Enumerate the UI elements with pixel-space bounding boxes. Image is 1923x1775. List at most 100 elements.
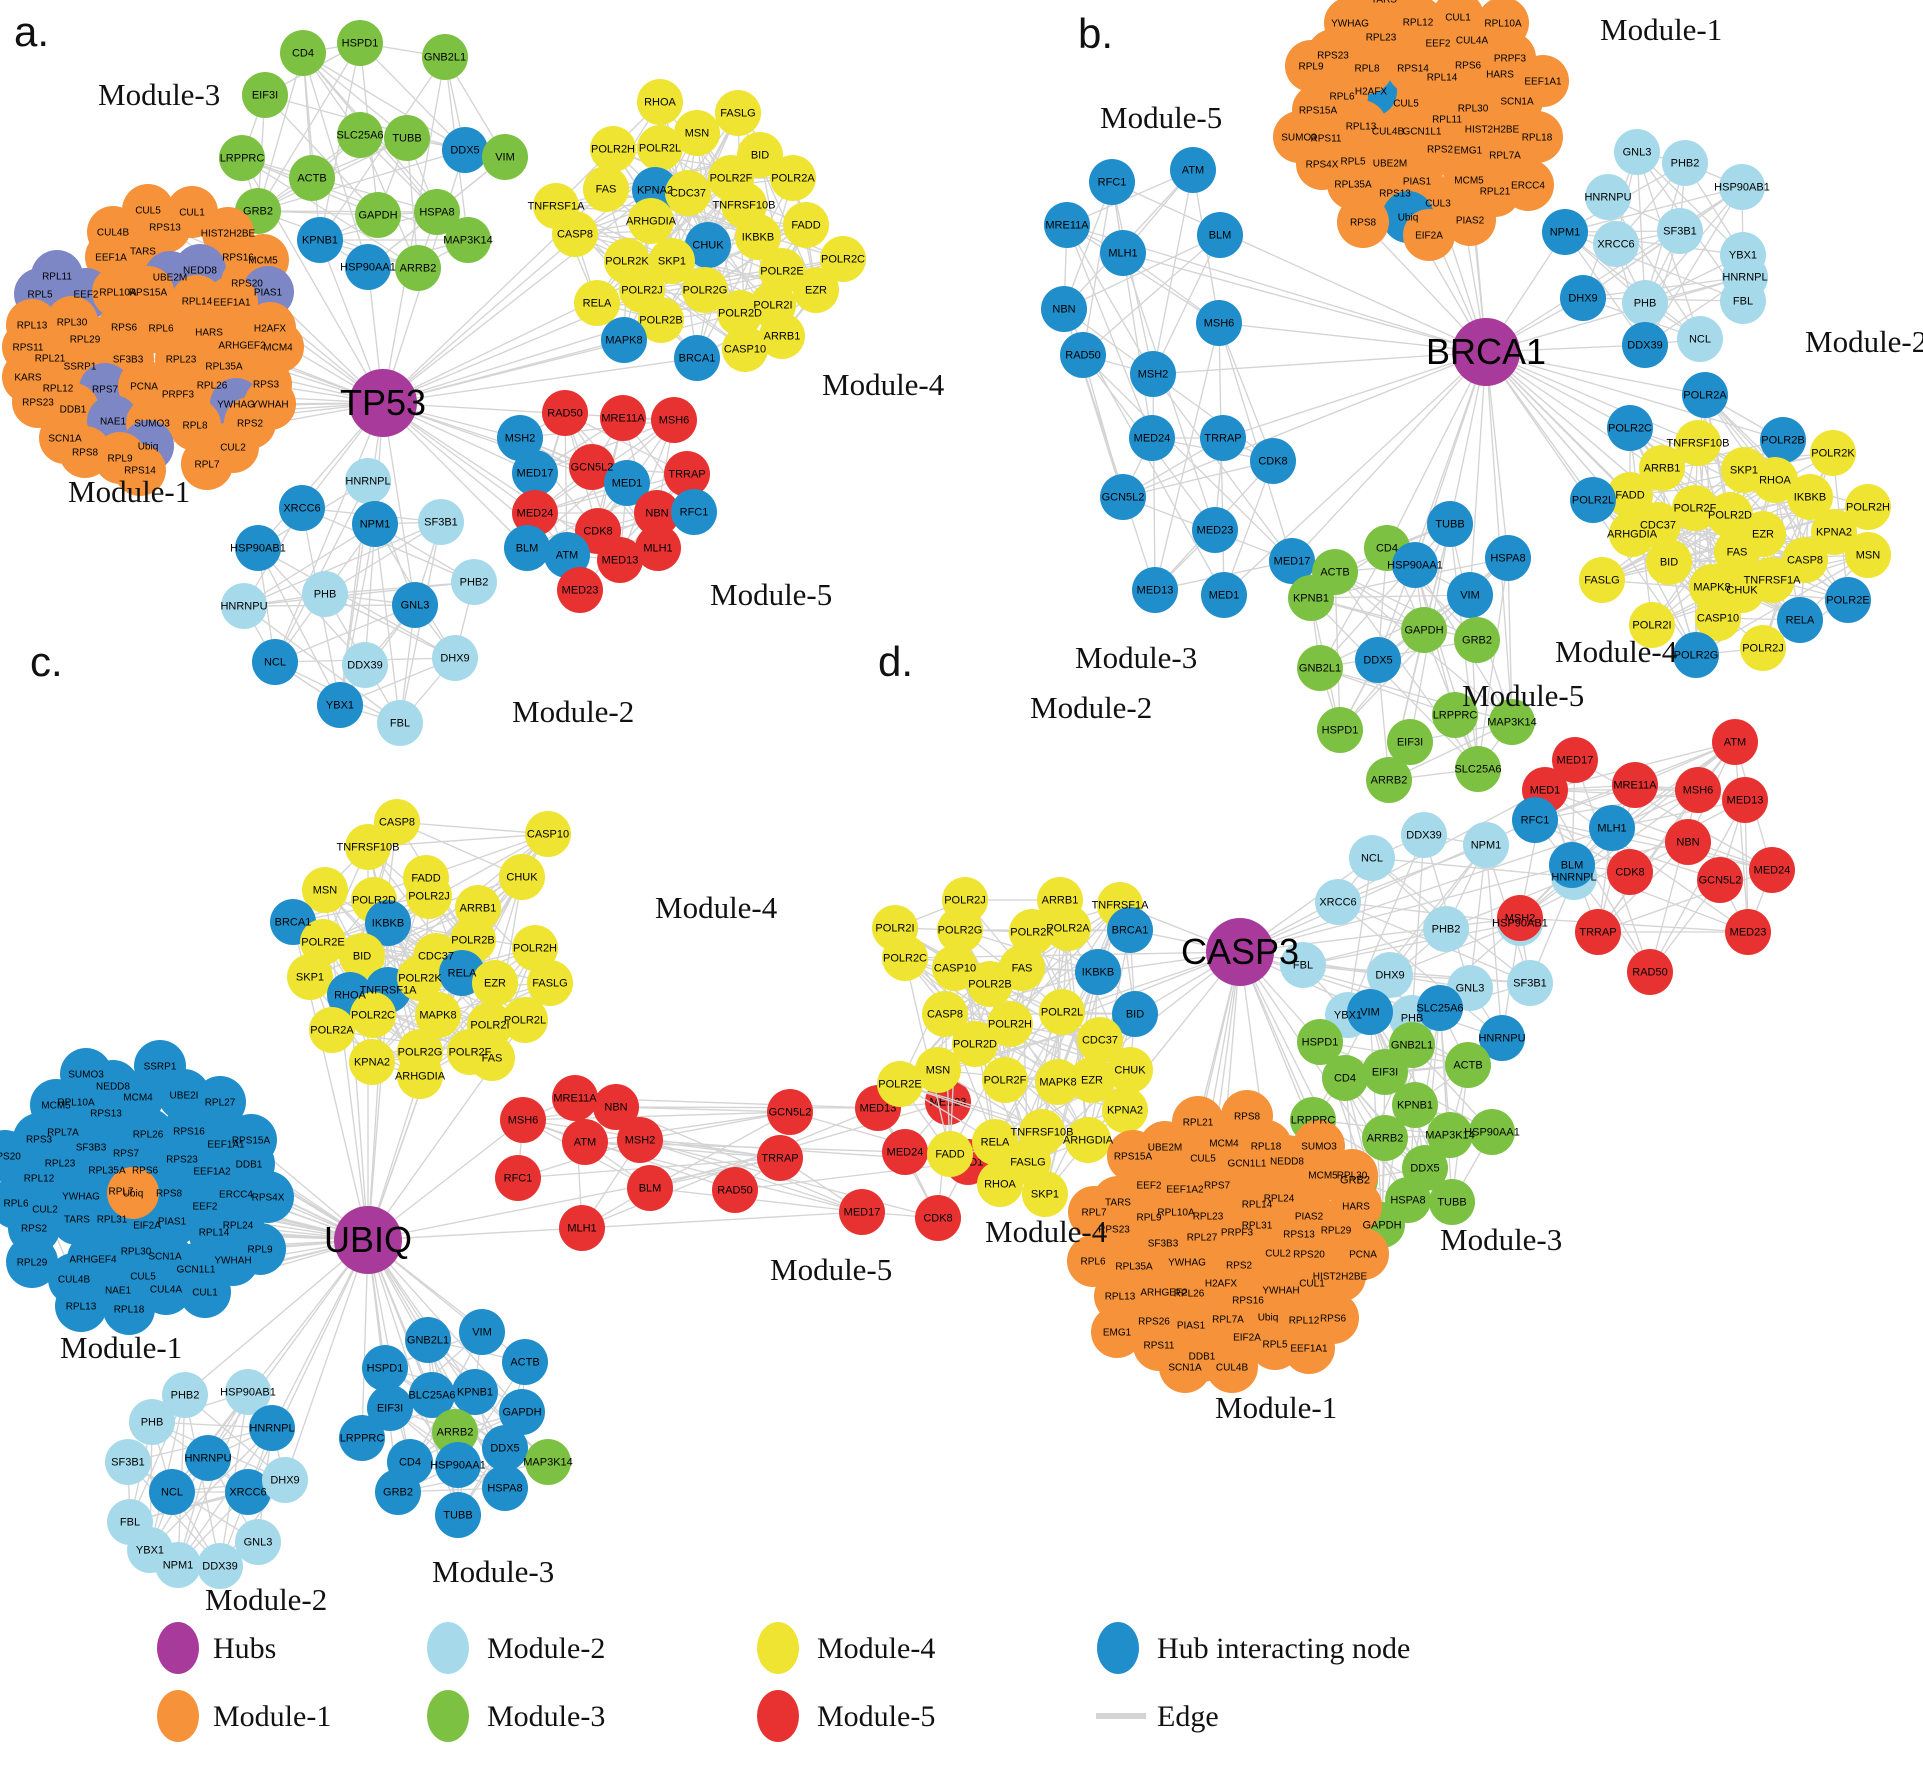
node-label-DDX5: DDX5 bbox=[490, 1443, 519, 1455]
node-label-RPL9: RPL9 bbox=[1136, 1213, 1161, 1224]
node-GAPDH bbox=[499, 1389, 545, 1435]
node-label-CASP10: CASP10 bbox=[527, 829, 569, 841]
node-label-EEF1A1: EEF1A1 bbox=[1524, 77, 1562, 88]
node-BRCA1 bbox=[674, 335, 720, 381]
node-label-RPS13: RPS13 bbox=[1283, 1230, 1315, 1241]
node-POLR2C bbox=[820, 236, 866, 282]
node-EMG1 bbox=[1091, 1306, 1143, 1358]
node-label-MED13: MED13 bbox=[860, 1103, 897, 1115]
node-RPL7 bbox=[181, 438, 233, 490]
node-label-CUL4B: CUL4B bbox=[1216, 1363, 1249, 1374]
node-label-FADD: FADD bbox=[1615, 490, 1644, 502]
node-ARHGDIA bbox=[1609, 511, 1655, 557]
hub-node-UBIQ bbox=[334, 1206, 402, 1274]
node-CD4 bbox=[1322, 1055, 1368, 1101]
node-HSPA8 bbox=[1485, 535, 1531, 581]
node-MRE11A bbox=[1612, 762, 1658, 808]
node-label-EMG1: EMG1 bbox=[1103, 1328, 1132, 1339]
node-SF3B1 bbox=[1657, 208, 1703, 254]
node-label-FASLG: FASLG bbox=[1010, 1157, 1045, 1169]
node-label-POLR2E: POLR2E bbox=[878, 1079, 921, 1091]
node-label-POLR2J: POLR2J bbox=[1742, 643, 1784, 655]
node-label-BLM: BLM bbox=[1561, 860, 1584, 872]
node-PHB2 bbox=[1662, 140, 1708, 186]
node-MSH2 bbox=[617, 1117, 663, 1163]
node-label-XRCC6: XRCC6 bbox=[1597, 239, 1634, 251]
node-label-CDC37: CDC37 bbox=[418, 951, 454, 963]
node-label-CUL3: CUL3 bbox=[1425, 199, 1451, 210]
node-label-RPL7A: RPL7A bbox=[1212, 1315, 1244, 1326]
node-label-BID: BID bbox=[353, 951, 371, 963]
module-label-b-Module-3: Module-3 bbox=[1075, 640, 1197, 675]
node-label-RPL30: RPL30 bbox=[57, 318, 88, 329]
node-TUBB bbox=[435, 1492, 481, 1538]
node-label-TRRAP: TRRAP bbox=[1579, 927, 1616, 939]
hub-node-CASP3 bbox=[1206, 918, 1274, 986]
node-label-CUL4B: CUL4B bbox=[97, 228, 130, 239]
node-SLC25A6 bbox=[1417, 985, 1463, 1031]
node-RPS15A bbox=[1107, 1130, 1159, 1182]
node-label-NEDD8: NEDD8 bbox=[183, 266, 217, 277]
node-label-UBE2M: UBE2M bbox=[153, 273, 187, 284]
node-HNRNPL bbox=[249, 1405, 295, 1451]
node-NPM1 bbox=[1463, 822, 1509, 868]
node-label-RPL26: RPL26 bbox=[197, 381, 228, 392]
node-label-POLR2G: POLR2G bbox=[683, 285, 728, 297]
node-label-MSN: MSN bbox=[926, 1065, 951, 1077]
node-IKBKB bbox=[365, 900, 411, 946]
node-label-RPL7A: RPL7A bbox=[1489, 151, 1521, 162]
node-label-RPL31: RPL31 bbox=[97, 1215, 128, 1226]
node-label-XRCC6: XRCC6 bbox=[283, 503, 320, 515]
node-label-UBE2M: UBE2M bbox=[1148, 1143, 1182, 1154]
node-label-POLR2H: POLR2H bbox=[1846, 502, 1890, 514]
node-label-RPS23: RPS23 bbox=[22, 398, 54, 409]
node-label-CDC37: CDC37 bbox=[670, 188, 706, 200]
panel-letter-d: d. bbox=[878, 638, 913, 685]
node-label-POLR2K: POLR2K bbox=[1811, 448, 1855, 460]
node-label-PHB2: PHB2 bbox=[171, 1390, 200, 1402]
node-SKP1 bbox=[287, 954, 333, 1000]
node-label-POLR2E: POLR2E bbox=[1826, 595, 1869, 607]
node-SLC25A6 bbox=[337, 112, 383, 158]
node-label-NBN: NBN bbox=[604, 1102, 627, 1114]
node-POLR2C bbox=[882, 935, 928, 981]
node-label-RPS6: RPS6 bbox=[1455, 61, 1482, 72]
node-label-DHX9: DHX9 bbox=[1375, 970, 1404, 982]
node-label-ATM: ATM bbox=[574, 1137, 596, 1149]
legend: Hubs Module-2 Module-4 Hub interacting node… bbox=[157, 1622, 1410, 1742]
node-DHX9 bbox=[1560, 275, 1606, 321]
node-label-TNFRSF10B: TNFRSF10B bbox=[1011, 1127, 1074, 1139]
node-CASP8 bbox=[552, 211, 598, 257]
node-label-RPS20: RPS20 bbox=[1293, 1250, 1325, 1261]
node-label-EEF1A1: EEF1A1 bbox=[1290, 1344, 1328, 1355]
node-label-MAPK8: MAPK8 bbox=[1039, 1077, 1076, 1089]
node-label-RPL12: RPL12 bbox=[1403, 18, 1434, 29]
node-label-GCN1L1: GCN1L1 bbox=[177, 1265, 216, 1276]
node-label-HARS: HARS bbox=[1486, 70, 1514, 81]
node-label-TNFRSF10B: TNFRSF10B bbox=[713, 200, 776, 212]
node-label-FAS: FAS bbox=[596, 184, 617, 196]
node-label-POLR2F: POLR2F bbox=[1674, 503, 1717, 515]
node-label-EIF2A: EIF2A bbox=[1415, 231, 1443, 242]
node-DHX9 bbox=[1367, 952, 1413, 998]
node-label-BRCA1: BRCA1 bbox=[1112, 925, 1149, 937]
node-SKP1 bbox=[1022, 1171, 1068, 1217]
node-label-ERCC4: ERCC4 bbox=[219, 1190, 253, 1201]
node-label-RPL14: RPL14 bbox=[182, 297, 213, 308]
node-label-HSP90AA1: HSP90AA1 bbox=[340, 262, 396, 274]
node-label-RPL24: RPL24 bbox=[1264, 1194, 1295, 1205]
node-label-MSH2: MSH2 bbox=[505, 433, 536, 445]
node-label-LRPPRC: LRPPRC bbox=[1291, 1115, 1336, 1127]
node-DDX5 bbox=[482, 1425, 528, 1471]
node-label-RPL10A: RPL10A bbox=[99, 288, 137, 299]
node-label-RPL9: RPL9 bbox=[107, 454, 132, 465]
node-HNRNPU bbox=[185, 1435, 231, 1481]
node-RPS15A bbox=[225, 1114, 277, 1166]
node-RELA bbox=[574, 280, 620, 326]
node-label-RPL27: RPL27 bbox=[205, 1098, 236, 1109]
node-label-RPL6: RPL6 bbox=[1080, 1257, 1105, 1268]
module-label-d-Module-3: Module-3 bbox=[1440, 1222, 1562, 1257]
node-label-EIF2A: EIF2A bbox=[1233, 1333, 1261, 1344]
node-HSPD1 bbox=[362, 1345, 408, 1391]
